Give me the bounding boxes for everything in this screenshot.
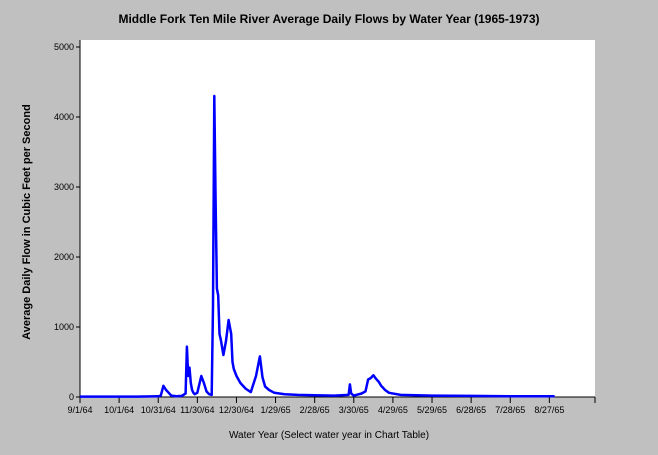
x-tick-label: 7/28/65 (495, 405, 525, 415)
chart-title: Middle Fork Ten Mile River Average Daily… (118, 12, 540, 26)
x-tick-label: 12/30/64 (219, 405, 254, 415)
y-tick-label: 5000 (54, 42, 74, 52)
x-tick-label: 3/30/65 (339, 405, 369, 415)
x-tick-label: 8/27/65 (534, 405, 564, 415)
x-tick-label: 1/29/65 (261, 405, 291, 415)
x-axis-label: Water Year (Select water year in Chart T… (228, 430, 430, 441)
y-ticks: 0 1000 2000 3000 4000 5000 (54, 42, 80, 402)
x-ticks: 9/1/64 10/1/64 10/31/64 11/30/64 12/30/64 1/2… (67, 397, 596, 415)
x-tick-label: 10/31/64 (141, 405, 176, 415)
plot-area (80, 40, 595, 397)
x-tick-label: 11/30/64 (180, 405, 214, 415)
x-tick-label: 10/1/64 (104, 405, 134, 415)
y-tick-label: 1000 (54, 322, 74, 332)
x-tick-label: 5/29/65 (417, 405, 447, 415)
y-tick-label: 0 (69, 392, 74, 402)
x-tick-label: 6/28/65 (456, 405, 486, 415)
y-tick-label: 2000 (54, 252, 74, 262)
x-tick-label: 2/28/65 (300, 405, 330, 415)
series-line (80, 94, 555, 398)
x-tick-label: 4/29/65 (378, 405, 408, 415)
x-tick-label: 9/1/64 (67, 405, 92, 415)
y-tick-label: 4000 (54, 112, 74, 122)
y-tick-label: 3000 (54, 182, 74, 192)
